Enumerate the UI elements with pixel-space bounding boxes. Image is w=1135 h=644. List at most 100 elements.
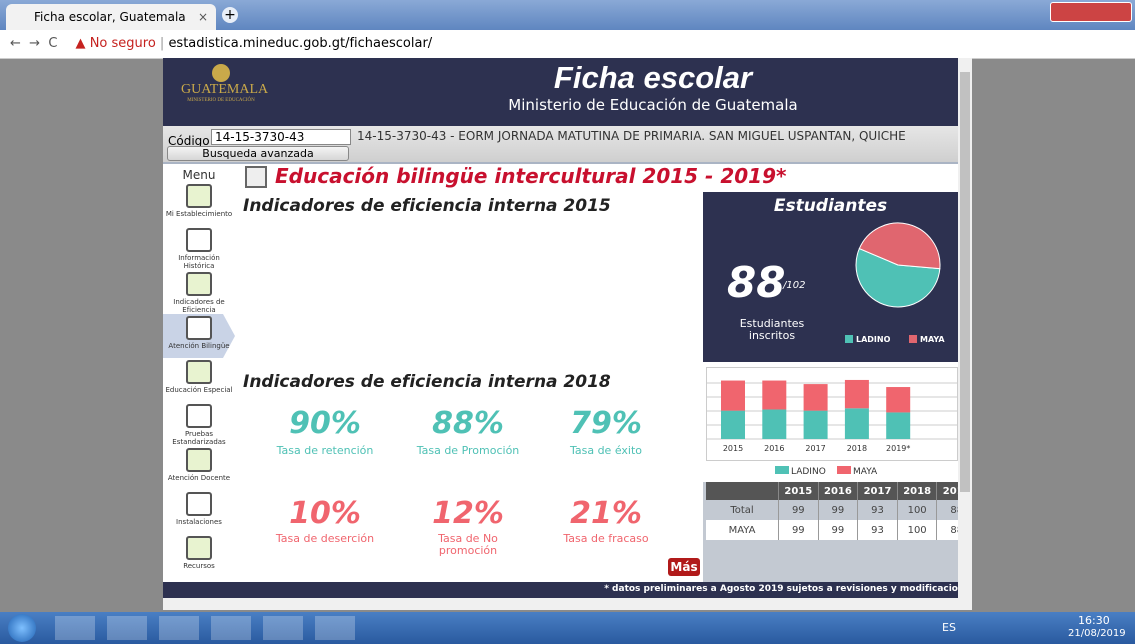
x-tick-label: 2017 bbox=[805, 444, 825, 453]
taskbar: ES 16:30 21/08/2019 bbox=[0, 612, 1135, 644]
security-label[interactable]: ▲ No seguro bbox=[75, 36, 156, 51]
bar-segment bbox=[762, 380, 787, 410]
menu-item[interactable]: Información Histórica bbox=[163, 226, 235, 270]
clock-time[interactable]: 16:30 bbox=[1078, 614, 1110, 627]
table-header-cell: 2018 bbox=[896, 482, 937, 500]
tab-bar: Ficha escolar, Guatemala × + bbox=[0, 0, 1135, 30]
menu-item[interactable]: Recursos bbox=[163, 534, 235, 578]
menu-icon bbox=[186, 316, 212, 340]
menu-label: Educación Especial bbox=[165, 386, 233, 394]
legend-label: LADINO bbox=[791, 467, 826, 477]
code-input[interactable]: 14-15-3730-43 bbox=[211, 129, 351, 145]
clock-date[interactable]: 21/08/2019 bbox=[1068, 628, 1126, 639]
language[interactable]: ES bbox=[942, 621, 956, 634]
window-controls[interactable] bbox=[1050, 2, 1132, 22]
v-scroll-thumb[interactable] bbox=[960, 72, 970, 492]
menu-icon bbox=[186, 228, 212, 252]
menu-title: Menu bbox=[182, 168, 216, 182]
tab-title: Ficha escolar, Guatemala bbox=[34, 10, 186, 24]
v-scrollbar[interactable] bbox=[958, 58, 972, 598]
x-tick-label: 2019* bbox=[886, 444, 910, 453]
section-title: Indicadores de eficiencia interna 2018 bbox=[243, 372, 611, 392]
menu-label: Instalaciones bbox=[176, 518, 222, 526]
indicator-label: Tasa de Promoción bbox=[416, 444, 520, 457]
menu-label: Información Histórica bbox=[178, 254, 220, 270]
tab[interactable]: Ficha escolar, Guatemala × bbox=[6, 4, 216, 30]
nav-buttons[interactable]: ← → C bbox=[10, 36, 58, 51]
data-table: 20152016201720182019Total99999310088MAYA… bbox=[706, 482, 958, 540]
menu-icon bbox=[186, 448, 212, 472]
table-cell: 100 bbox=[896, 520, 937, 540]
menu-label: Pruebas Estandarizadas bbox=[172, 430, 226, 446]
bar-segment bbox=[803, 410, 828, 439]
indicator-value: 90% bbox=[289, 406, 361, 441]
header-title: Ficha escolar bbox=[553, 60, 753, 95]
menu-item[interactable]: Atención Bilingüe bbox=[163, 314, 235, 358]
menu-label: Mi Establecimiento bbox=[165, 210, 233, 218]
indicator-value: 12% bbox=[432, 496, 504, 531]
tab-close[interactable]: × bbox=[197, 10, 208, 24]
footer-note: * datos preliminares a Agosto 2019 sujet… bbox=[604, 584, 958, 594]
menu-icon bbox=[186, 492, 212, 516]
bar-segment bbox=[762, 409, 787, 439]
menu-item[interactable]: Instalaciones bbox=[163, 490, 235, 534]
footer: * datos preliminares a Agosto 2019 sujet… bbox=[163, 582, 958, 598]
table-cell: 99 bbox=[817, 500, 858, 520]
menu-item[interactable]: Indicadores de Eficiencia bbox=[163, 270, 235, 314]
more-button[interactable]: Más bbox=[668, 558, 700, 576]
logo: GUATEMALA MINISTERIO DE EDUCACIÓN bbox=[181, 64, 269, 103]
menu-icon bbox=[186, 360, 212, 384]
bar-segment bbox=[844, 408, 869, 439]
menu-icon bbox=[186, 184, 212, 208]
table-panel: 20152016201720182019Total99999310088MAYA… bbox=[703, 482, 958, 582]
legend-swatch bbox=[909, 335, 917, 343]
bar-segment bbox=[844, 379, 869, 409]
legend-label: MAYA bbox=[853, 467, 878, 477]
legend-swatch bbox=[837, 466, 851, 474]
menu-item[interactable]: Mi Establecimiento bbox=[163, 182, 235, 226]
indicator-value: 10% bbox=[289, 496, 361, 531]
content: GUATEMALA MINISTERIO DE EDUCACIÓN Ficha … bbox=[163, 58, 958, 598]
indicator-label: Tasa de No promoción bbox=[438, 532, 498, 557]
new-tab[interactable]: + bbox=[222, 7, 238, 23]
table-cell: 93 bbox=[857, 500, 898, 520]
advanced-search-button[interactable]: Busqueda avanzada bbox=[167, 146, 349, 161]
start-button[interactable] bbox=[8, 614, 36, 642]
menu-item[interactable]: Educación Especial bbox=[163, 358, 235, 402]
legend-label: MAYA bbox=[920, 335, 945, 344]
legend-swatch bbox=[775, 466, 789, 474]
table-cell: 99 bbox=[817, 520, 858, 540]
table-cell: 99 bbox=[778, 520, 819, 540]
url[interactable]: estadistica.mineduc.gob.gt/fichaescolar/ bbox=[168, 36, 433, 51]
bar-segment bbox=[886, 412, 911, 439]
menu-label: Atención Docente bbox=[167, 474, 231, 482]
indicator-value: 88% bbox=[432, 406, 504, 441]
h-scrollbar[interactable] bbox=[163, 598, 972, 610]
table-header-cell: 2015 bbox=[778, 482, 819, 500]
menu-label: Recursos bbox=[183, 562, 215, 570]
taskbar-apps[interactable] bbox=[55, 616, 355, 640]
indicator-label: Tasa de deserción bbox=[275, 532, 375, 545]
indicator-label: Tasa de fracaso bbox=[563, 532, 649, 545]
table-header-cell: 2016 bbox=[817, 482, 858, 500]
students-title: Estudiantes bbox=[773, 196, 888, 216]
bar-segment bbox=[886, 387, 911, 413]
menu-icon bbox=[186, 272, 212, 296]
menu-item[interactable]: Pruebas Estandarizadas bbox=[163, 402, 235, 446]
indicator-label: Tasa de éxito bbox=[569, 444, 643, 457]
table-row-label: Total bbox=[730, 504, 754, 516]
indicator-value: 21% bbox=[570, 496, 642, 531]
page-title: Educación bilingüe intercultural 2015 - … bbox=[275, 164, 787, 188]
indicator-value: 79% bbox=[570, 406, 642, 441]
menu-item[interactable]: Atención Docente bbox=[163, 446, 235, 490]
table-row: MAYA99999310088 bbox=[706, 520, 958, 540]
search-bar: Código 14-15-3730-43 Busqueda avanzada 1… bbox=[163, 126, 958, 164]
logo-text: GUATEMALA bbox=[181, 82, 269, 97]
address-bar: ← → C ▲ No seguro | estadistica.mineduc.… bbox=[0, 30, 1135, 59]
legend-swatch bbox=[845, 335, 853, 343]
table-cell: 88 bbox=[936, 520, 958, 540]
school-name: 14-15-3730-43 - EORM JORNADA MATUTINA DE… bbox=[357, 129, 906, 143]
